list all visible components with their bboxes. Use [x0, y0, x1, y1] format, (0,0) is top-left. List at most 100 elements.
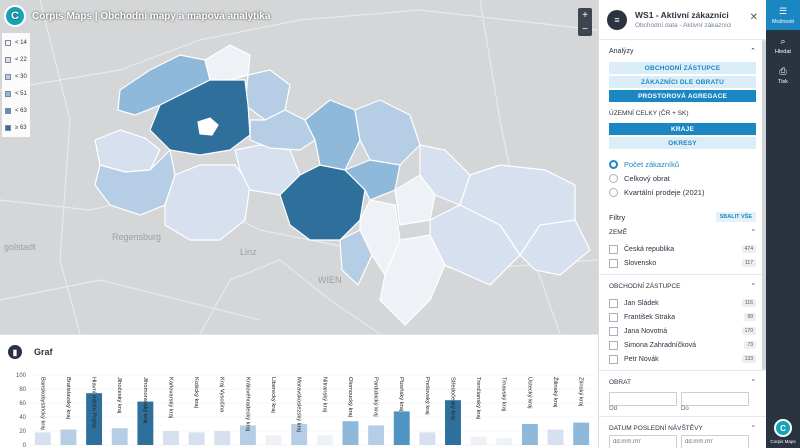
- chart-bar[interactable]: [496, 438, 513, 445]
- region-layer[interactable]: [94, 44, 591, 326]
- checkbox[interactable]: [609, 244, 618, 254]
- chart-bar[interactable]: [342, 421, 359, 445]
- filter-rep[interactable]: Jana Novotná 170: [599, 324, 766, 338]
- chart-bar[interactable]: [316, 435, 333, 445]
- chart-bar[interactable]: [239, 425, 256, 445]
- region-jihomoravsky[interactable]: [279, 164, 366, 241]
- analysis-spatial-aggregation[interactable]: PROSTOROVÁ AGREGACE: [609, 90, 756, 102]
- bar-chart-icon: ▮: [8, 345, 22, 359]
- chart-bar[interactable]: [445, 400, 461, 445]
- analysis-sales-rep[interactable]: OBCHODNÍ ZÁSTUPCE: [609, 62, 756, 74]
- legend-item: < 14: [2, 34, 30, 51]
- last-visit-filter-label: DATUM POSLEDNÍ NÁVŠTĚVY: [609, 424, 703, 432]
- search-icon: ⌕: [780, 35, 786, 46]
- radio-icon[interactable]: [609, 173, 618, 183]
- rep-filter-header[interactable]: OBCHODNÍ ZÁSTUPCE ⌃: [599, 279, 766, 293]
- chart-header: ▮ Graf: [8, 345, 53, 359]
- options-button[interactable]: ☰ Možnosti: [766, 0, 800, 30]
- date-from-input[interactable]: [609, 435, 677, 448]
- checkbox[interactable]: [609, 340, 618, 350]
- close-icon[interactable]: ✕: [749, 12, 758, 23]
- date-to-input[interactable]: [681, 435, 749, 448]
- zoom-out-button[interactable]: −: [582, 23, 588, 35]
- filter-country-cz[interactable]: Česká republika 474: [599, 242, 766, 256]
- chart-bar[interactable]: [573, 422, 590, 445]
- chart-bar[interactable]: [86, 393, 103, 445]
- analysis-customers-by-turnover[interactable]: ZÁKAZNÍCI DLE OBRATU: [609, 76, 756, 88]
- collapse-all-button[interactable]: SBALIT VŠE: [715, 212, 756, 222]
- count-badge: 117: [742, 259, 756, 267]
- chevron-up-icon[interactable]: ⌃: [750, 283, 756, 290]
- filter-rep[interactable]: František Straka 99: [599, 310, 766, 324]
- turnover-from-input[interactable]: [609, 392, 677, 406]
- checkbox[interactable]: [609, 298, 618, 308]
- chevron-up-icon[interactable]: ⌃: [750, 229, 756, 236]
- radio-selected-icon[interactable]: [609, 159, 618, 169]
- zoom-control: + −: [578, 8, 592, 36]
- chart-bar[interactable]: [137, 401, 154, 445]
- filter-label: Simona Zahradníčková: [624, 341, 696, 349]
- region-jihocesky[interactable]: [164, 164, 251, 241]
- turnover-to-input[interactable]: [681, 392, 749, 406]
- last-visit-filter-header[interactable]: DATUM POSLEDNÍ NÁVŠTĚVY ⌃: [599, 421, 766, 435]
- panel-scrollbar[interactable]: [762, 40, 766, 370]
- chart-bar[interactable]: [163, 431, 179, 445]
- radio-total-turnover[interactable]: Celkový obrat: [599, 171, 766, 185]
- radio-customer-count[interactable]: Počet zákazníků: [599, 157, 766, 171]
- unit-regions-button[interactable]: KRAJE: [609, 123, 756, 135]
- unit-districts-button[interactable]: OKRESY: [609, 137, 756, 149]
- chart-bar[interactable]: [291, 424, 308, 445]
- zoom-in-button[interactable]: +: [582, 9, 588, 21]
- radio-icon[interactable]: [609, 187, 618, 197]
- region-moravskoslezsky[interactable]: [354, 99, 421, 166]
- search-button[interactable]: ⌕ Hledat: [766, 30, 800, 60]
- checkbox[interactable]: [609, 326, 618, 336]
- chart-bar[interactable]: [521, 424, 538, 445]
- checkbox[interactable]: [609, 354, 618, 364]
- region-liberecky[interactable]: [204, 44, 251, 81]
- filter-label: Jana Novotná: [624, 327, 668, 335]
- radio-quarterly-sales[interactable]: Kvartální prodeje (2021): [599, 185, 766, 199]
- rep-filter-label: OBCHODNÍ ZÁSTUPCE: [609, 282, 681, 290]
- analyses-section-header[interactable]: Analýzy ⌃: [599, 43, 766, 59]
- count-badge: 99: [744, 313, 756, 321]
- chart-bar[interactable]: [547, 429, 564, 445]
- region-praha[interactable]: [197, 117, 219, 136]
- print-button[interactable]: ⎙ Tisk: [766, 60, 800, 90]
- chart-bar[interactable]: [34, 432, 51, 445]
- chart-bar[interactable]: [265, 435, 282, 445]
- region-bratislavsky[interactable]: [339, 229, 373, 287]
- filter-label: Slovensko: [624, 259, 657, 267]
- radio-label: Celkový obrat: [624, 173, 670, 183]
- region-olomoucky[interactable]: [304, 99, 361, 171]
- region-trenciansky[interactable]: [394, 174, 436, 226]
- chart-bar[interactable]: [214, 431, 231, 445]
- filter-rep[interactable]: Jan Sládek 116: [599, 296, 766, 310]
- chart-bar[interactable]: [111, 428, 128, 445]
- chevron-up-icon[interactable]: ⌃: [750, 48, 756, 55]
- chevron-up-icon[interactable]: ⌃: [750, 425, 756, 432]
- app-title: Corpis Maps | Obchodní mapy a mapová ana…: [32, 10, 271, 22]
- country-filter-header[interactable]: ZEMĚ ⌃: [599, 225, 766, 239]
- chart-bar[interactable]: [470, 436, 487, 445]
- region-karlovarsky[interactable]: [94, 129, 161, 173]
- chart-bar[interactable]: [419, 432, 436, 445]
- chart-title: Graf: [34, 347, 53, 357]
- chart-bar[interactable]: [60, 429, 77, 445]
- checkbox[interactable]: [609, 312, 618, 322]
- chart-bar[interactable]: [188, 432, 205, 445]
- map-canvas[interactable]: Regensburg golstadt WIEN Linz: [0, 0, 598, 334]
- chart-bar[interactable]: [393, 411, 410, 445]
- turnover-filter-header[interactable]: OBRAT ⌃: [599, 375, 766, 389]
- filter-country-sk[interactable]: Slovensko 117: [599, 256, 766, 270]
- chevron-up-icon[interactable]: ⌃: [750, 379, 756, 386]
- legend-item: ≥ 63: [2, 119, 30, 136]
- region-nitransky[interactable]: [379, 234, 446, 326]
- map-area[interactable]: Regensburg golstadt WIEN Linz C Corpis M…: [0, 0, 598, 334]
- chart-bar[interactable]: [368, 425, 385, 445]
- checkbox[interactable]: [609, 258, 618, 268]
- filter-rep[interactable]: Petr Novák 133: [599, 352, 766, 366]
- corpis-logo-icon: C: [4, 5, 26, 27]
- filter-rep[interactable]: Simona Zahradníčková 73: [599, 338, 766, 352]
- region-presovsky[interactable]: [459, 164, 576, 257]
